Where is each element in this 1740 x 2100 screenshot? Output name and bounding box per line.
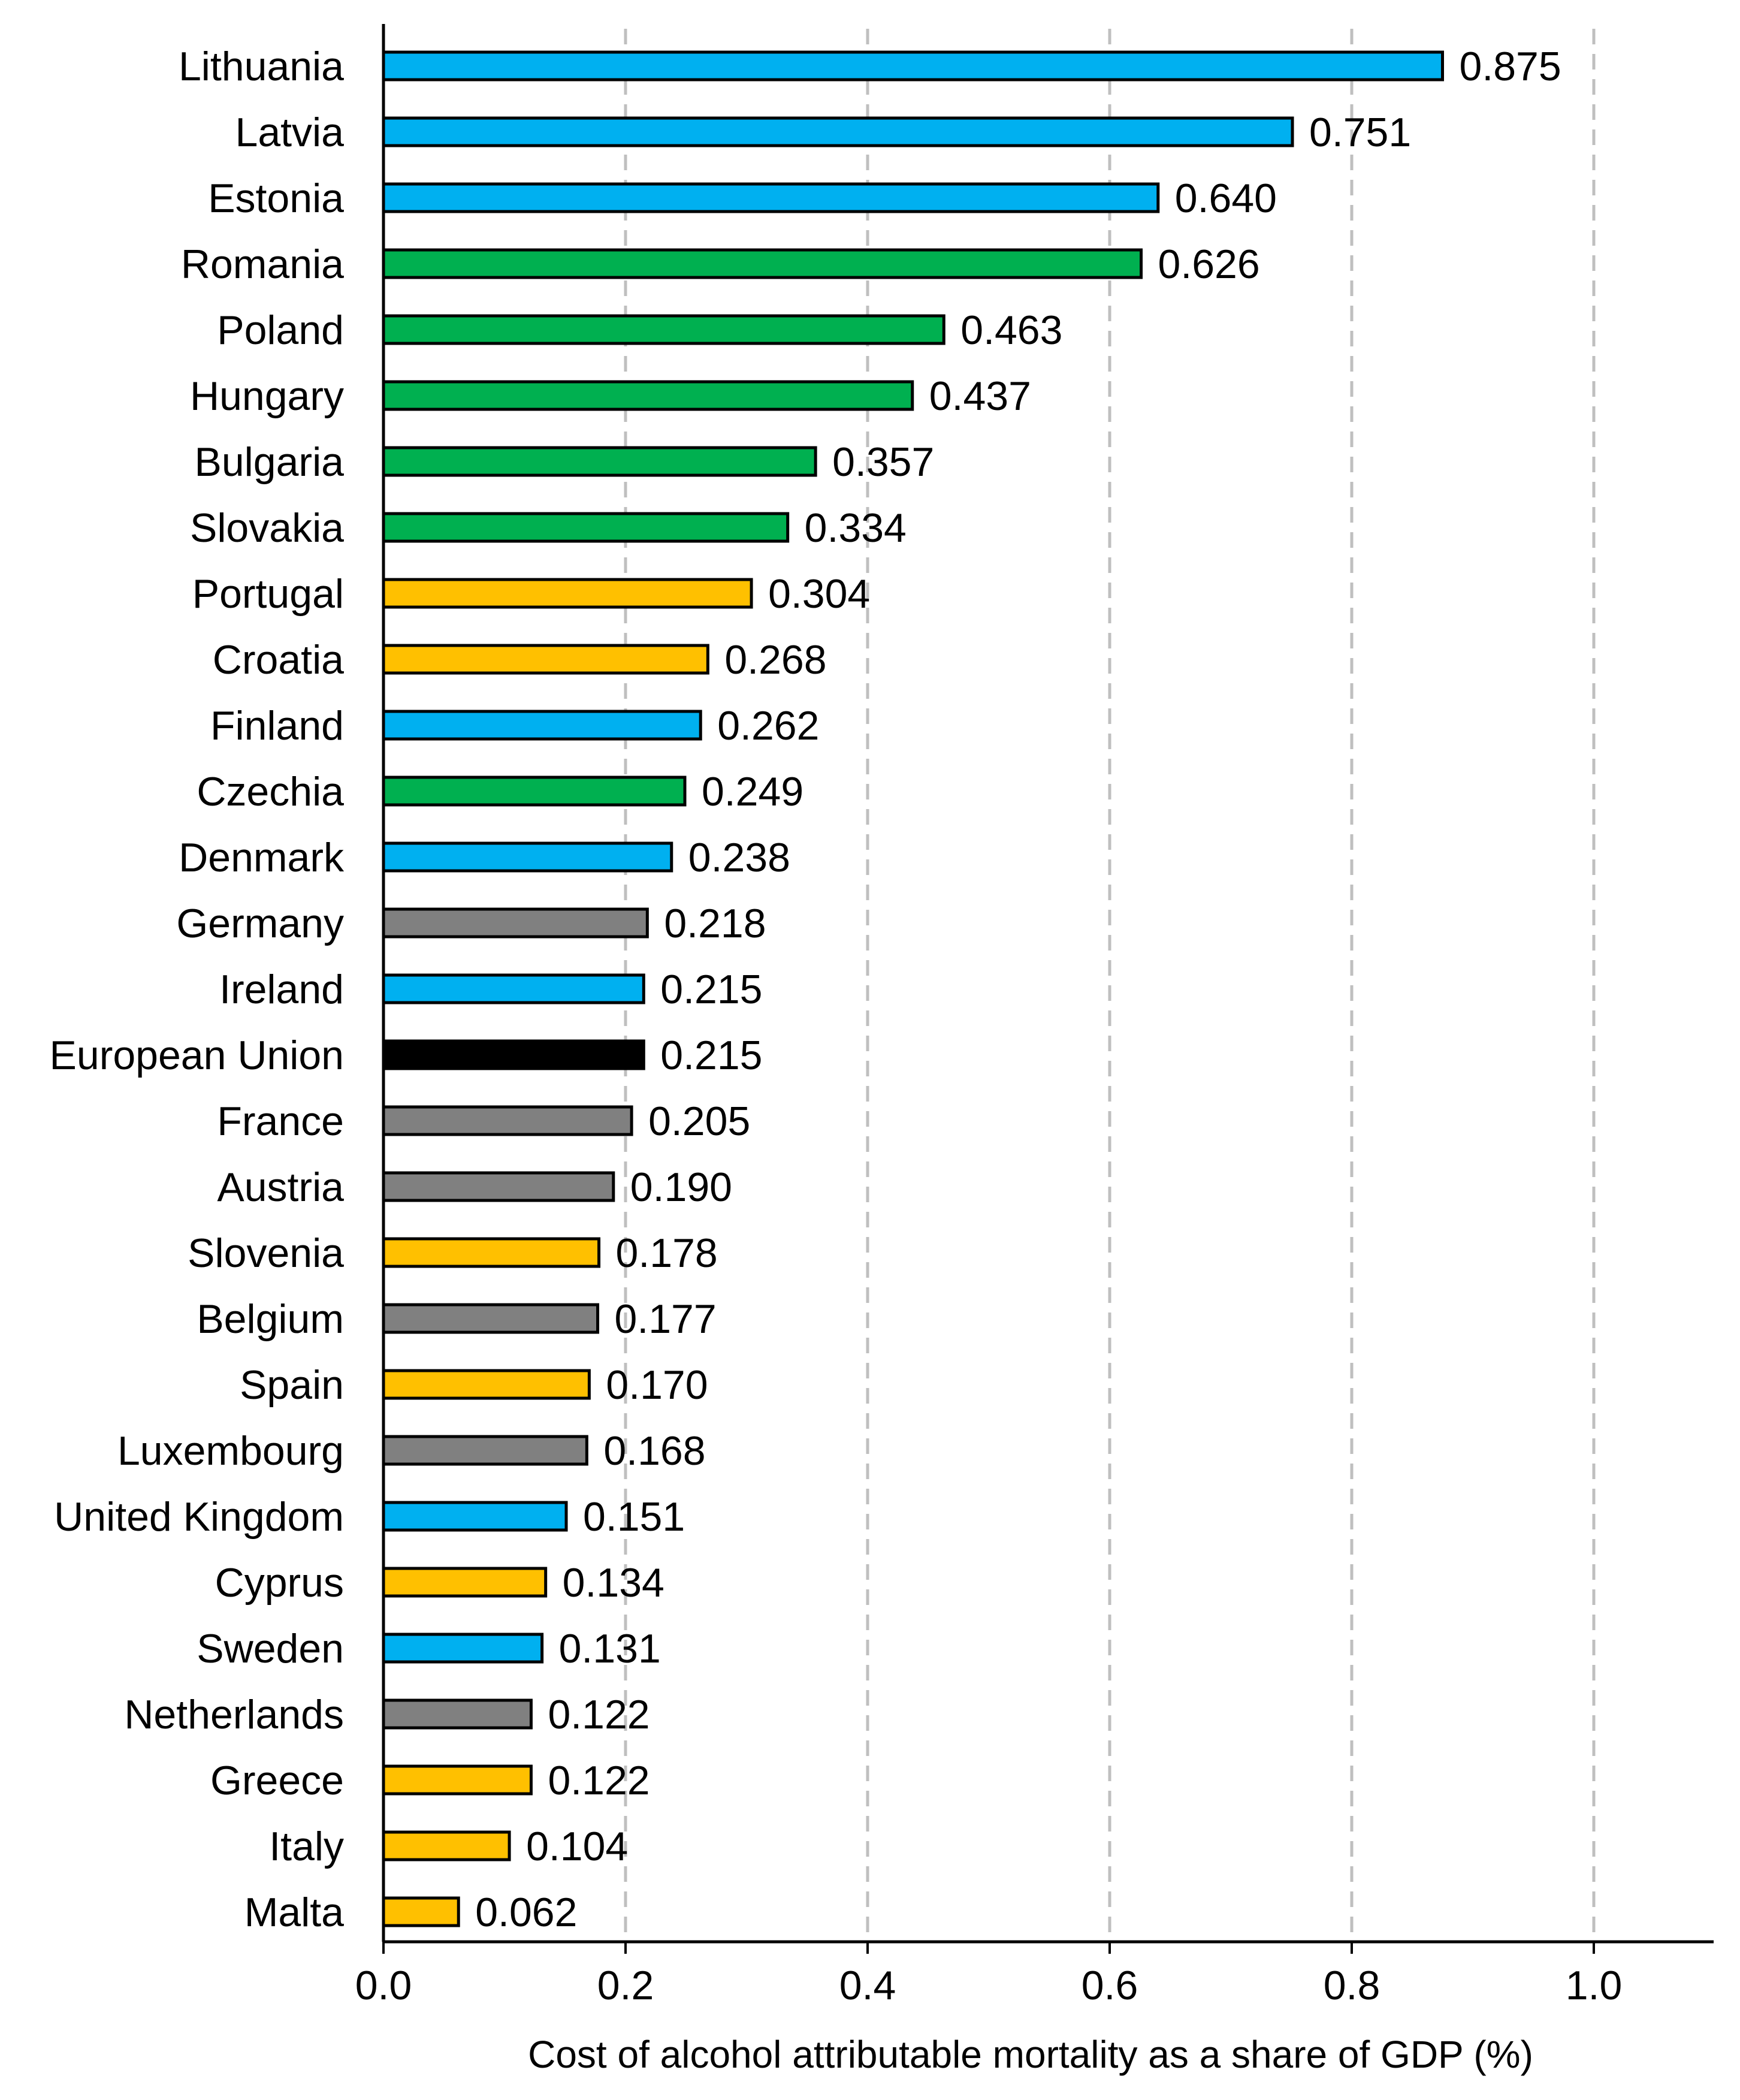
bar (382, 1039, 645, 1070)
x-tick-label: 1.0 (1566, 1963, 1623, 2008)
category-label: Poland (217, 307, 344, 353)
bar (382, 1435, 588, 1466)
category-label: Slovakia (190, 505, 344, 551)
data-label: 0.463 (960, 307, 1062, 353)
category-label: European Union (50, 1033, 344, 1078)
data-label: 0.190 (630, 1164, 732, 1210)
data-label: 0.177 (615, 1296, 717, 1342)
category-label: Cyprus (215, 1560, 344, 1606)
data-label: 0.238 (688, 835, 790, 880)
category-label: Italy (269, 1824, 344, 1869)
data-label: 0.218 (664, 901, 766, 946)
axes (382, 24, 1714, 1944)
bar (382, 1501, 568, 1532)
bar (382, 248, 1143, 279)
labels: Lithuania 0.875 Latvia 0.751 Estonia 0.640 Rom… (50, 44, 1561, 1935)
category-label: Romania (181, 242, 344, 287)
data-label: 0.215 (660, 967, 762, 1012)
data-label: 0.122 (548, 1692, 650, 1737)
data-label: 0.205 (648, 1099, 750, 1144)
category-label: Hungary (190, 373, 344, 419)
bar (382, 446, 817, 477)
bar (382, 1369, 591, 1400)
category-label: Latvia (235, 110, 345, 155)
data-label: 0.151 (583, 1494, 685, 1540)
data-label: 0.751 (1309, 110, 1411, 155)
category-label: Croatia (213, 637, 344, 683)
category-label: Denmark (179, 835, 345, 880)
bar (382, 1567, 548, 1598)
x-axis-title: Cost of alcohol attributable mortality a… (528, 2033, 1533, 2076)
data-label: 0.249 (702, 769, 803, 814)
data-label: 0.262 (717, 703, 819, 749)
data-label: 0.215 (660, 1033, 762, 1078)
category-label: United Kingdom (54, 1494, 344, 1540)
category-label: Slovenia (188, 1230, 344, 1276)
category-label: Belgium (197, 1296, 344, 1342)
bar (382, 1237, 601, 1268)
bar (382, 776, 687, 807)
data-label: 0.640 (1175, 176, 1277, 221)
bar (382, 314, 945, 345)
category-label: Spain (240, 1362, 344, 1408)
category-label: Portugal (192, 571, 344, 617)
data-label: 0.134 (563, 1560, 664, 1606)
category-label: Finland (210, 703, 344, 749)
data-label: 0.104 (526, 1824, 628, 1869)
bar (382, 841, 673, 873)
bar (382, 907, 649, 939)
x-tick-label: 0.4 (839, 1963, 896, 2008)
category-label: Bulgaria (195, 439, 345, 485)
category-label: Czechia (197, 769, 344, 814)
category-label: Greece (210, 1758, 344, 1803)
bar (382, 1303, 600, 1334)
bar (382, 116, 1294, 147)
category-label: Germany (176, 901, 344, 946)
bar (382, 710, 702, 741)
bar (382, 644, 709, 675)
category-label: Luxembourg (117, 1428, 344, 1474)
bar (382, 380, 914, 411)
data-label: 0.170 (606, 1362, 708, 1408)
bar (382, 1896, 460, 1927)
data-label: 0.131 (559, 1626, 661, 1671)
data-label: 0.875 (1460, 44, 1561, 89)
category-label: Estonia (208, 176, 344, 221)
data-label: 0.168 (603, 1428, 705, 1474)
category-label: Malta (244, 1890, 344, 1935)
data-label: 0.437 (929, 373, 1031, 419)
bar (382, 182, 1160, 213)
bars (382, 50, 1444, 1927)
category-label: Austria (217, 1164, 344, 1210)
category-label: Ireland (219, 967, 344, 1012)
bar (382, 512, 790, 543)
x-tick-label: 0.6 (1082, 1963, 1138, 2008)
x-tick-label: 0.0 (355, 1963, 412, 2008)
category-label: France (217, 1099, 344, 1144)
data-label: 0.178 (616, 1230, 718, 1276)
bar (382, 973, 645, 1004)
category-label: Netherlands (124, 1692, 344, 1737)
category-label: Lithuania (179, 44, 344, 89)
bar (382, 1764, 533, 1796)
x-tick-label: 0.2 (597, 1963, 654, 2008)
bar (382, 578, 753, 609)
data-label: 0.304 (768, 571, 870, 617)
bar (382, 1105, 633, 1136)
x-tick-label: 0.8 (1324, 1963, 1380, 2008)
category-label: Sweden (197, 1626, 344, 1671)
data-label: 0.268 (724, 637, 826, 683)
data-label: 0.122 (548, 1758, 650, 1803)
bar (382, 1698, 533, 1730)
x-axis-ticks: 0.0 0.2 0.4 0.6 0.8 1.0 (355, 1942, 1623, 2008)
bar (382, 1633, 544, 1664)
bar (382, 50, 1444, 82)
bar (382, 1830, 511, 1861)
bar (382, 1171, 615, 1202)
data-label: 0.357 (832, 439, 934, 485)
data-label: 0.062 (475, 1890, 577, 1935)
data-label: 0.334 (805, 505, 907, 551)
data-label: 0.626 (1158, 242, 1260, 287)
